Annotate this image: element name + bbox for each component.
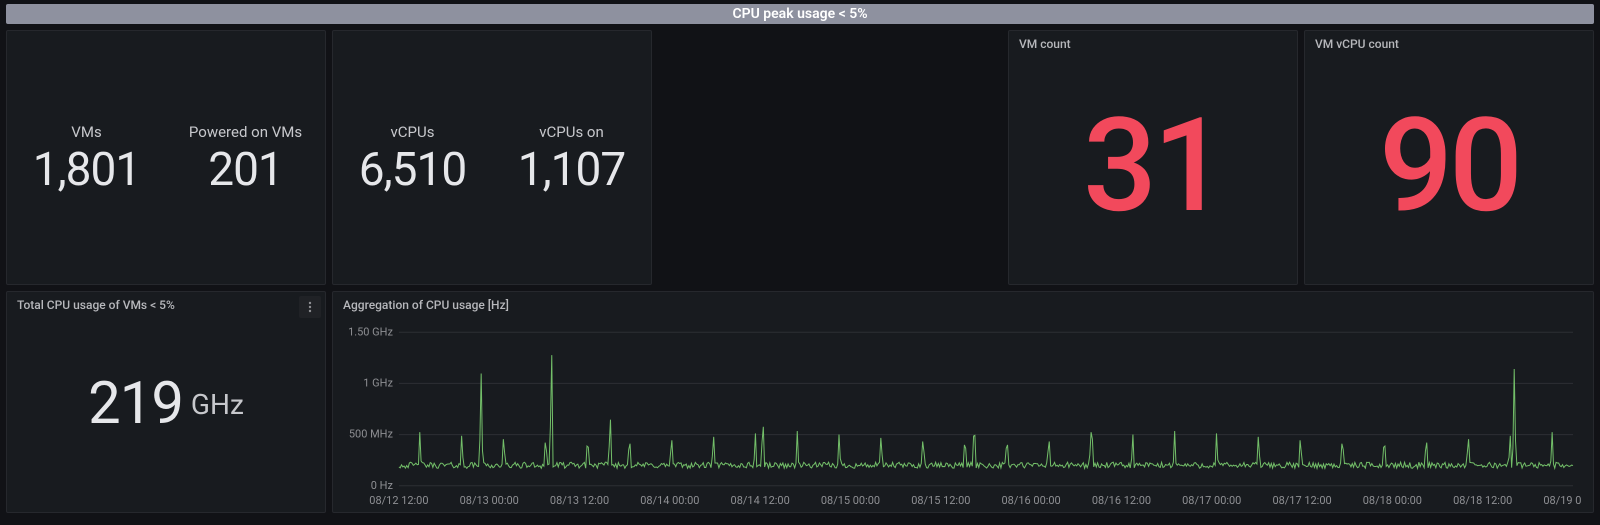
svg-text:08/16 12:00: 08/16 12:00 (1092, 494, 1151, 507)
svg-text:08/16 00:00: 08/16 00:00 (1002, 494, 1061, 507)
kebab-icon (304, 301, 316, 313)
panel-vm-vcpu-count[interactable]: VM vCPU count 90 (1304, 30, 1594, 285)
stat-vcpus-on-label: vCPUs on (539, 123, 604, 141)
svg-text:1.50 GHz: 1.50 GHz (348, 325, 393, 338)
stat-powered-on-vms: Powered on VMs 201 (166, 123, 325, 193)
total-cpu-wrap: 219 GHz (7, 312, 325, 508)
svg-text:08/17 12:00: 08/17 12:00 (1272, 494, 1331, 507)
row-header-cpu-peak-usage[interactable]: CPU peak usage < 5% (6, 4, 1594, 24)
panel-vms[interactable]: VMs 1,801 Powered on VMs 201 (6, 30, 326, 285)
vm-count-value: 31 (1083, 107, 1223, 224)
panel-menu-button[interactable] (299, 296, 321, 318)
vm-vcpu-count-value: 90 (1379, 107, 1519, 224)
svg-text:0 Hz: 0 Hz (371, 479, 394, 492)
stat-vcpus-value: 6,510 (359, 147, 466, 193)
svg-text:08/18 00:00: 08/18 00:00 (1363, 494, 1422, 507)
stat-vcpus-label: vCPUs (391, 123, 435, 141)
bottom-panels-grid: Total CPU usage of VMs < 5% 219 GHz Aggr… (0, 285, 1600, 513)
panel-vm-count[interactable]: VM count 31 (1008, 30, 1298, 285)
stat-vcpus: vCPUs 6,510 (333, 123, 492, 193)
svg-text:08/13 12:00: 08/13 12:00 (550, 494, 609, 507)
panel-total-cpu-usage[interactable]: Total CPU usage of VMs < 5% 219 GHz (6, 291, 326, 513)
vm-vcpu-count-wrap: 90 (1305, 51, 1593, 280)
stat-powered-on-vms-label: Powered on VMs (189, 123, 302, 141)
stat-vcpus-on-value: 1,107 (518, 147, 625, 193)
svg-text:08/13 00:00: 08/13 00:00 (460, 494, 519, 507)
svg-text:08/12 12:00: 08/12 12:00 (369, 494, 428, 507)
total-cpu-value: 219 (88, 370, 183, 438)
vcpus-stat-group: vCPUs 6,510 vCPUs on 1,107 (333, 31, 651, 284)
svg-text:08/15 00:00: 08/15 00:00 (821, 494, 880, 507)
svg-text:08/14 00:00: 08/14 00:00 (640, 494, 699, 507)
stat-powered-on-vms-value: 201 (208, 147, 283, 193)
stat-vms-label: VMs (71, 123, 101, 141)
stat-vms: VMs 1,801 (7, 123, 166, 193)
svg-text:08/19 00:00: 08/19 00:00 (1543, 494, 1581, 507)
panel-cpu-aggregation-chart[interactable]: Aggregation of CPU usage [Hz] 0 Hz 500 MH… (332, 291, 1594, 513)
stat-vcpus-on: vCPUs on 1,107 (492, 123, 651, 193)
cpu-aggregation-chart-body: 0 Hz 500 MHz 1 GHz 1.50 GHz 08/12 12:00 08/13… (333, 312, 1593, 510)
spacer-panel (658, 30, 1002, 285)
svg-text:500 MHz: 500 MHz (349, 428, 394, 441)
total-cpu-unit: GHz (191, 388, 244, 421)
svg-text:08/18 12:00: 08/18 12:00 (1453, 494, 1512, 507)
vms-stat-group: VMs 1,801 Powered on VMs 201 (7, 31, 325, 284)
stat-vms-value: 1,801 (33, 147, 140, 193)
panel-vm-vcpu-count-title: VM vCPU count (1305, 31, 1593, 51)
panel-vm-count-title: VM count (1009, 31, 1297, 51)
svg-text:08/14 12:00: 08/14 12:00 (731, 494, 790, 507)
panel-total-cpu-title: Total CPU usage of VMs < 5% (7, 292, 325, 312)
panel-vcpus[interactable]: vCPUs 6,510 vCPUs on 1,107 (332, 30, 652, 285)
svg-text:08/15 12:00: 08/15 12:00 (911, 494, 970, 507)
panel-cpu-aggregation-title: Aggregation of CPU usage [Hz] (333, 292, 1593, 312)
vm-count-wrap: 31 (1009, 51, 1297, 280)
svg-text:08/17 00:00: 08/17 00:00 (1182, 494, 1241, 507)
cpu-aggregation-chart-svg[interactable]: 0 Hz 500 MHz 1 GHz 1.50 GHz 08/12 12:00 08/13… (343, 318, 1581, 510)
svg-text:1 GHz: 1 GHz (363, 376, 393, 389)
top-panels-grid: VMs 1,801 Powered on VMs 201 vCPUs 6,510… (0, 30, 1600, 285)
